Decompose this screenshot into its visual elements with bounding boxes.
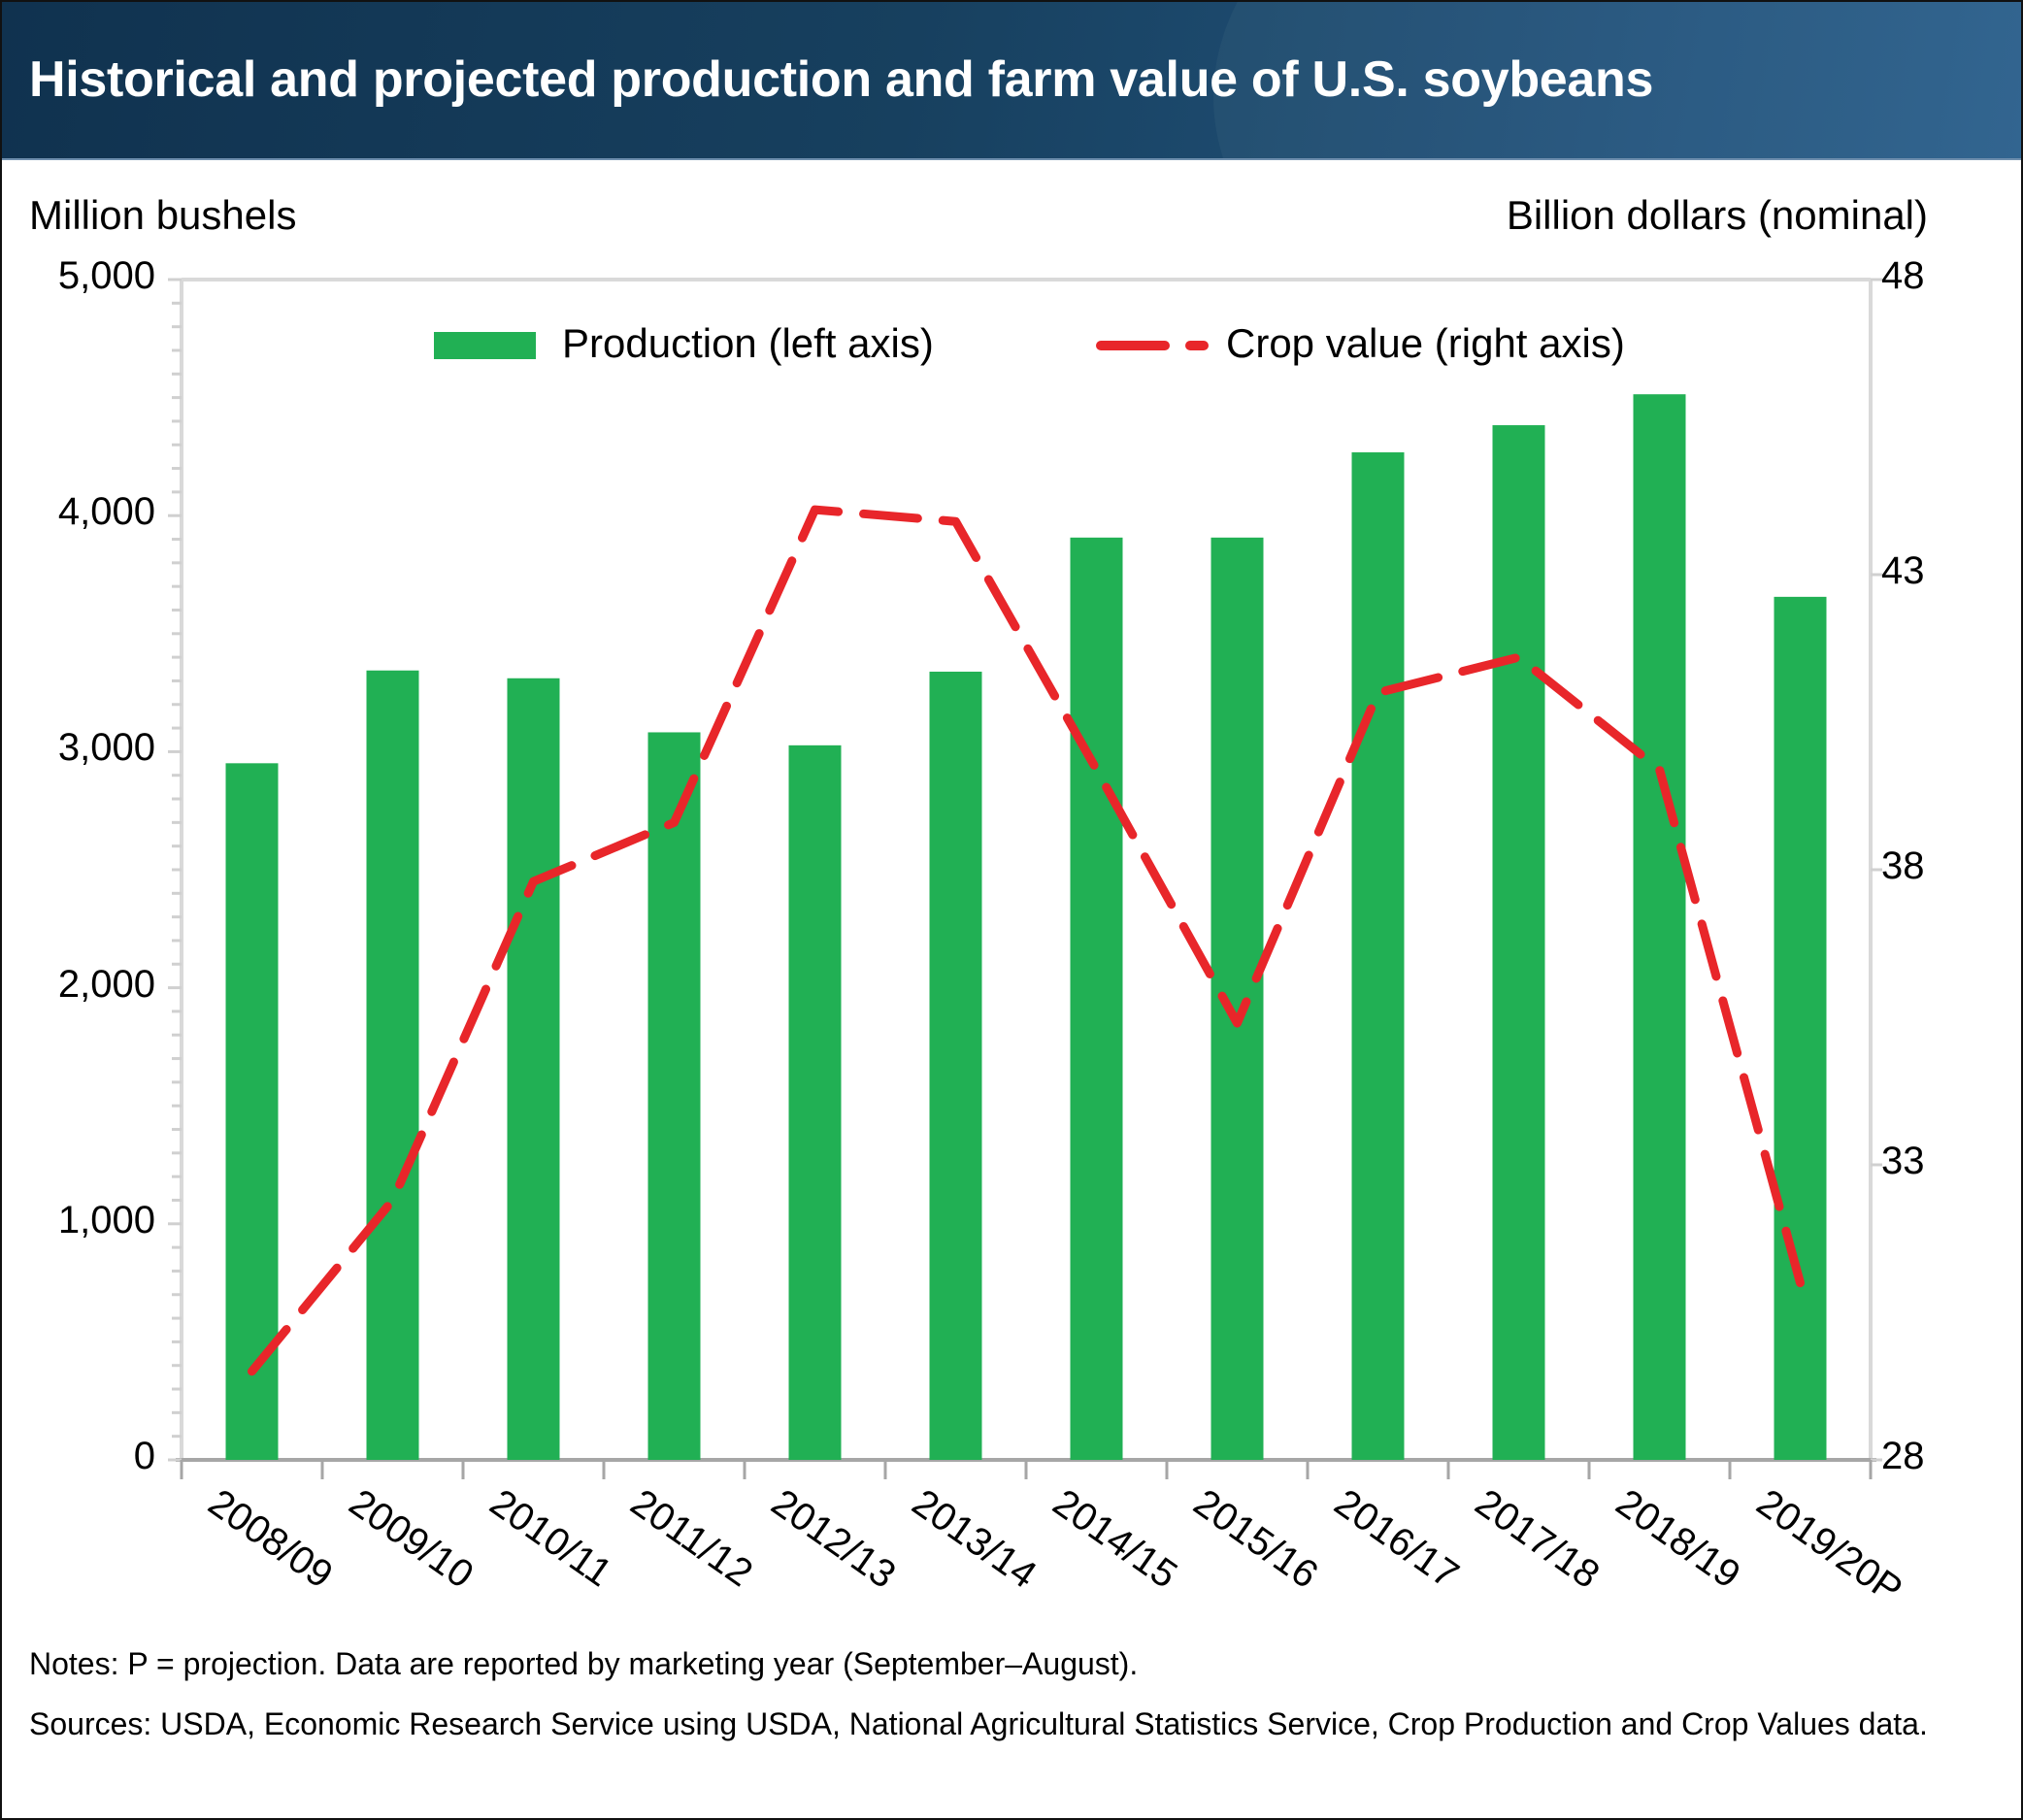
production-bar: [1774, 596, 1827, 1460]
production-bar: [929, 671, 982, 1460]
production-bar: [366, 670, 419, 1460]
production-bar: [1633, 394, 1686, 1460]
right-axis-tick-label: 48: [1881, 254, 1925, 297]
production-bar: [1492, 425, 1545, 1460]
right-axis-tick-label: 28: [1881, 1435, 1925, 1477]
production-bar: [788, 745, 842, 1460]
chart-sources: Sources: USDA, Economic Research Service…: [29, 1706, 1928, 1741]
right-axis-title: Billion dollars (nominal): [1506, 192, 1928, 238]
header-decoration: [1213, 0, 2023, 158]
left-axis-tick-label: 3,000: [57, 726, 155, 770]
chart-title: Historical and projected production and …: [29, 51, 1654, 108]
chart-notes: Notes: P = projection. Data are reported…: [29, 1646, 1139, 1681]
production-bar: [1351, 452, 1405, 1460]
legend-label-crop-value: Crop value (right axis): [1226, 320, 1625, 366]
legend-swatch-production: [434, 332, 536, 359]
left-axis-tick-label: 1,000: [57, 1198, 155, 1241]
left-axis-title: Million bushels: [29, 192, 297, 238]
production-bar: [507, 678, 560, 1460]
left-axis-tick-label: 4,000: [57, 490, 155, 534]
left-axis-tick-label: 0: [133, 1435, 155, 1477]
crop-value-line: [248, 505, 1805, 1376]
right-axis-tick-label: 33: [1881, 1140, 1925, 1182]
left-axis-tick-label: 2,000: [57, 962, 155, 1006]
production-bar: [647, 732, 701, 1460]
left-axis-tick-label: 5,000: [57, 254, 155, 297]
right-axis-tick-label: 43: [1881, 549, 1925, 592]
chart-header: Historical and projected production and …: [0, 0, 2023, 160]
legend-label-production: Production (left axis): [562, 320, 934, 366]
production-bar: [1070, 537, 1123, 1460]
right-axis-tick-label: 38: [1881, 844, 1925, 887]
